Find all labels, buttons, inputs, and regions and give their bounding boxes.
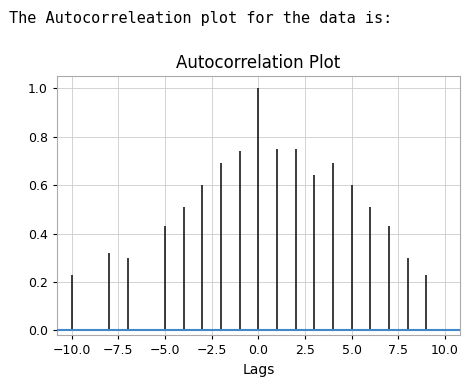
Title: Autocorrelation Plot: Autocorrelation Plot <box>176 54 340 72</box>
X-axis label: Lags: Lags <box>242 363 274 377</box>
Text: The Autocorreleation plot for the data is:: The Autocorreleation plot for the data i… <box>9 11 393 26</box>
